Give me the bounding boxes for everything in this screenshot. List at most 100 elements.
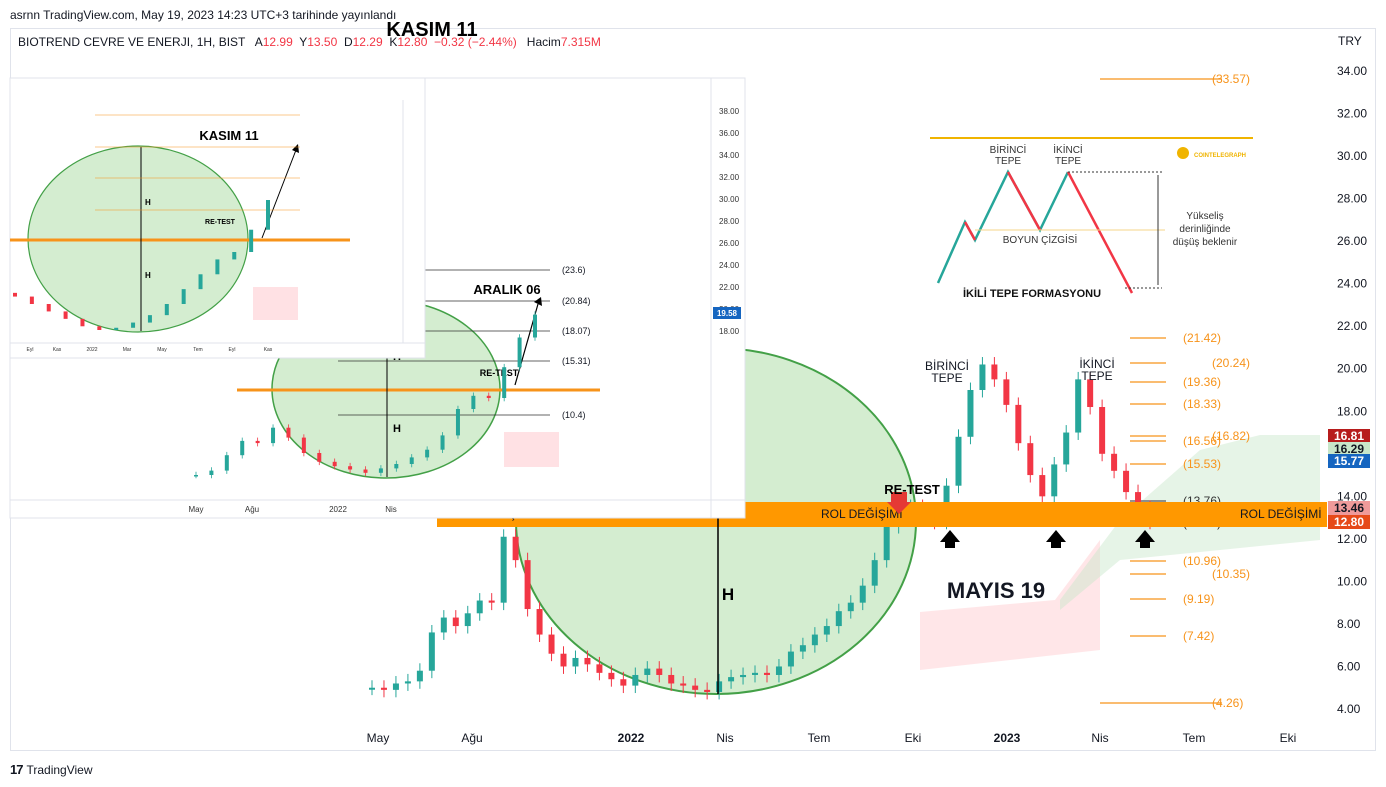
inset2-x-tick: Kas	[264, 347, 273, 353]
inset2-x-tick: Mar	[123, 347, 132, 353]
fib-level-label: (20.24)	[1212, 356, 1250, 370]
arrow-head-icon	[534, 297, 542, 306]
candle-body	[1003, 379, 1010, 405]
inset2-candle-body	[13, 292, 17, 297]
candle-body	[811, 634, 818, 646]
x-tick-label: Nis	[1091, 731, 1108, 745]
inset2-candle-body	[215, 259, 220, 275]
inset2-x-tick: May	[157, 347, 167, 353]
candle-body	[488, 600, 495, 603]
candle-body	[416, 670, 423, 682]
inset-y-tick: 22.00	[719, 283, 740, 292]
candle-body	[1135, 492, 1142, 508]
candle-body	[799, 645, 806, 652]
candle-body	[608, 672, 615, 680]
inset-price-badge: 19.58	[717, 309, 738, 318]
up-arrow-icon	[1135, 530, 1155, 548]
inset2-h-label: H	[145, 198, 151, 207]
candle-body	[369, 687, 375, 690]
candle-body	[847, 602, 854, 612]
diagram-fall-line	[1066, 171, 1134, 294]
inset-y-tick: 32.00	[719, 173, 740, 182]
inset-candle-body	[440, 435, 445, 450]
inset-y-tick: 26.00	[719, 239, 740, 248]
cointelegraph-logo-icon	[1177, 147, 1189, 159]
fib-level-label: (7.42)	[1183, 629, 1214, 643]
inset-candle-body	[471, 395, 476, 409]
inset-retest-label: RE-TEST	[480, 368, 519, 378]
inset-y-tick: 30.00	[719, 195, 740, 204]
inset-candle-body	[224, 455, 229, 471]
inset2-x-tick: Eyl	[229, 347, 236, 353]
volume-value: 7.315M	[560, 35, 601, 49]
diagram-note: Yükseliş	[1186, 211, 1223, 222]
candle-body	[692, 685, 699, 690]
inset-fib-label: (18.07)	[562, 326, 591, 336]
inset2-candle-body	[80, 318, 85, 327]
candle-body	[620, 679, 627, 686]
diagram-rise-line	[936, 169, 1070, 284]
candle-body	[728, 677, 735, 682]
diagram-second-peak: İKİNCİ	[1053, 143, 1082, 156]
candle-body	[1063, 432, 1070, 465]
price-badge: 13.46	[1334, 501, 1364, 515]
retest-label: RE-TEST	[884, 482, 940, 497]
candle-body	[1051, 464, 1058, 497]
h-label: H	[722, 585, 734, 604]
inset2-title: KASIM 11	[199, 128, 258, 143]
inset2-h-label: H	[145, 271, 151, 280]
candle-body	[1075, 379, 1082, 433]
price-badge-bg	[1328, 501, 1370, 515]
arrow-head-icon	[292, 144, 299, 153]
y-tick-label: 6.00	[1337, 659, 1361, 673]
fib-level-label: (21.42)	[1183, 331, 1221, 345]
cloud-red	[920, 540, 1100, 670]
inset-candle-body	[409, 457, 414, 464]
candle-body	[704, 689, 711, 692]
overlap-title: KASIM 11	[386, 19, 477, 41]
diagram-brand: COINTELEGRAPH	[1194, 153, 1246, 159]
inset-candle-body	[533, 314, 537, 338]
inset-h-label: H	[393, 423, 401, 435]
fib-level-label: (10.35)	[1212, 567, 1250, 581]
high-value: 13.50	[307, 35, 338, 49]
price-badge: 16.29	[1334, 442, 1364, 456]
inset-x-tick: 2022	[329, 505, 347, 514]
y-tick-label: 10.00	[1337, 574, 1367, 588]
inset-fib-label: (10.4)	[562, 410, 586, 420]
inset-candle-body	[255, 440, 260, 444]
inset2-candle-body	[181, 289, 186, 304]
inset2-candle-body	[131, 322, 136, 328]
diagram-note: derinliğinde	[1179, 224, 1231, 235]
x-tick-label: Nis	[716, 731, 733, 745]
candle-body	[775, 666, 782, 675]
symbol-name: BIOTREND CEVRE VE ENERJI, 1H, BIST	[18, 35, 246, 49]
brand-label: TradingView	[26, 762, 93, 777]
candle-body	[596, 664, 603, 673]
y-tick-label: 24.00	[1337, 277, 1367, 291]
inset-cloud	[504, 432, 559, 467]
first-peak-label: TEPE	[931, 371, 962, 385]
inset2-candle-body	[29, 296, 34, 304]
inset-y-tick: 36.00	[719, 129, 740, 138]
y-tick-label: 4.00	[1337, 702, 1361, 716]
inset-candle-body	[394, 464, 399, 469]
fib-level-label: (15.53)	[1183, 457, 1221, 471]
price-badge: 15.77	[1334, 454, 1364, 468]
inset-candle-body	[286, 427, 291, 438]
inset-candle-body	[332, 461, 337, 467]
price-badge-bg	[1328, 429, 1370, 443]
inset-candle-body	[486, 395, 491, 398]
candle-body	[979, 364, 986, 390]
y-tick-label: 18.00	[1337, 404, 1367, 418]
y-tick-label: 14.00	[1337, 489, 1367, 503]
candle-body	[464, 613, 471, 627]
candle-body	[1099, 407, 1106, 454]
candle-body	[632, 674, 639, 686]
candle-body	[883, 526, 890, 561]
x-tick-label: May	[367, 731, 390, 745]
fib-level-label: (16.56)	[1183, 434, 1221, 448]
inset2-x-tick: Eyl	[27, 347, 34, 353]
inset2-x-tick: Kas	[53, 347, 62, 353]
